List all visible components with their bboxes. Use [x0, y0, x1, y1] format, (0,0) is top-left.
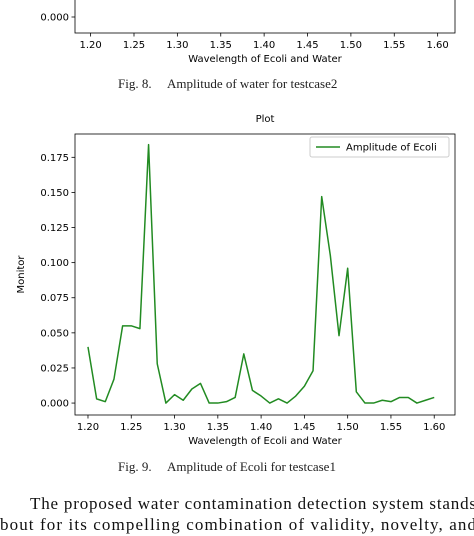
- data-line: [87, 143, 435, 404]
- x-tick-label: 1.35: [207, 422, 229, 433]
- plot-frame: [74, 133, 456, 416]
- x-tick-label: 1.35: [210, 40, 232, 51]
- y-tick-label: 0.050: [40, 328, 69, 339]
- y-tick-label: 0.100: [40, 258, 69, 269]
- y-tick-label: 0.000: [40, 399, 69, 410]
- y-tick-label: 0.000: [40, 13, 69, 24]
- figure-label: Fig. 8.: [118, 76, 152, 91]
- x-tick-label: 1.60: [427, 40, 449, 51]
- legend-box: [309, 136, 450, 158]
- x-tick-label: 1.40: [253, 40, 275, 51]
- x-tick-label: 1.30: [163, 422, 185, 433]
- x-tick-label: 1.50: [337, 422, 359, 433]
- figure-caption: Amplitude of Ecoli for testcase1: [167, 459, 336, 474]
- y-tick-label: 0.025: [40, 363, 69, 374]
- body-line: bout for its compelling combination of v…: [0, 515, 474, 534]
- x-tick-label: 1.40: [250, 422, 272, 433]
- x-tick-label: 1.50: [340, 40, 362, 51]
- x-tick-label: 1.55: [380, 422, 402, 433]
- x-tick-label: 1.25: [120, 422, 142, 433]
- x-tick-label: 1.25: [123, 40, 145, 51]
- x-axis-label: Wavelength of Ecoli and Water: [188, 436, 342, 447]
- x-axis-label: Wavelength of Ecoli and Water: [188, 54, 342, 65]
- x-tick-label: 1.20: [77, 422, 99, 433]
- y-tick-label: 0.175: [40, 153, 69, 164]
- body-line: The proposed water contamination detecti…: [30, 494, 474, 513]
- figure-9: 1.20 1.25 1.30 1.35 1.40 1.45 1.50 1.55 1.60 0.00…: [16, 114, 456, 447]
- legend-label: Amplitude of Ecoli: [346, 143, 437, 154]
- x-tick-label: 1.45: [293, 422, 315, 433]
- x-tick-label: 1.20: [79, 40, 101, 51]
- y-tick-label: 0.150: [40, 188, 69, 199]
- chart-title: Plot: [256, 114, 275, 125]
- figure-8: 1.20 1.25 1.30 1.35 1.40 1.45 1.50 1.55 1.60 0.00…: [40, 0, 456, 65]
- x-tick-label: 1.55: [383, 40, 405, 51]
- legend: Amplitude of Ecoli: [309, 136, 450, 158]
- y-tick-label: 0.075: [40, 293, 69, 304]
- x-tick-label: 1.60: [423, 422, 445, 433]
- x-tick-label: 1.45: [296, 40, 318, 51]
- figure-label: Fig. 9.: [118, 459, 152, 474]
- y-tick-label: 0.125: [40, 223, 69, 234]
- x-tick-label: 1.30: [166, 40, 188, 51]
- figure-caption: Amplitude of water for testcase2: [167, 76, 337, 91]
- y-axis-label: Monitor: [16, 255, 27, 294]
- plot-frame: [74, 0, 456, 34]
